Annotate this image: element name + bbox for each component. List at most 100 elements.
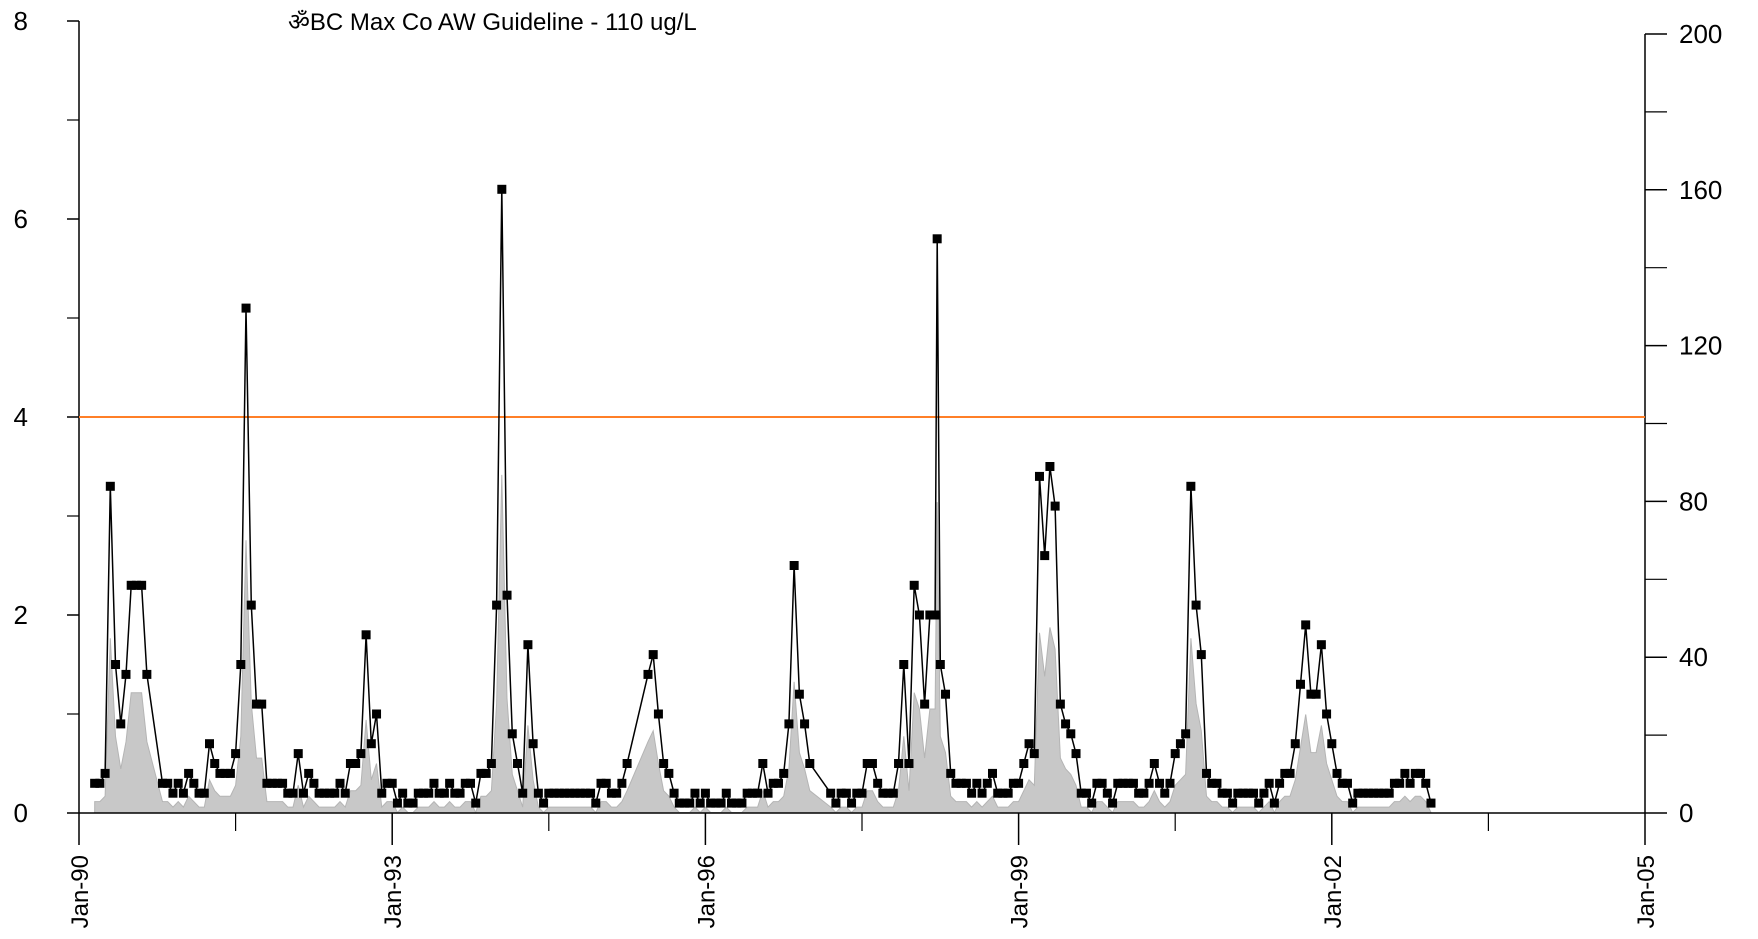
series-marker bbox=[601, 778, 611, 788]
x-tick-label: Jan-90 bbox=[67, 855, 94, 928]
series-marker bbox=[1066, 729, 1076, 739]
series-marker bbox=[1217, 788, 1227, 798]
series-marker bbox=[664, 768, 674, 778]
series-marker bbox=[549, 788, 559, 798]
series-marker bbox=[429, 778, 439, 788]
series-marker bbox=[1295, 679, 1305, 689]
series-marker bbox=[335, 778, 345, 788]
series-marker bbox=[1222, 788, 1232, 798]
series-marker bbox=[1259, 788, 1269, 798]
series-marker bbox=[1040, 551, 1050, 561]
series-marker bbox=[387, 778, 397, 788]
series-marker bbox=[747, 788, 757, 798]
series-marker bbox=[544, 788, 554, 798]
series-marker bbox=[669, 788, 679, 798]
series-marker bbox=[1003, 788, 1013, 798]
series-marker bbox=[372, 709, 382, 719]
series-marker bbox=[142, 669, 152, 679]
series-marker bbox=[680, 798, 690, 808]
series-marker bbox=[1358, 788, 1368, 798]
series-marker bbox=[727, 798, 736, 808]
series-marker bbox=[131, 580, 141, 590]
series-marker bbox=[695, 798, 705, 808]
series-marker bbox=[189, 778, 199, 788]
series-marker bbox=[1275, 778, 1285, 788]
series-marker bbox=[283, 788, 293, 798]
series-marker bbox=[1123, 778, 1133, 788]
series-marker bbox=[319, 788, 329, 798]
series-marker bbox=[413, 788, 423, 798]
series-marker bbox=[1212, 778, 1222, 788]
series-marker bbox=[512, 759, 522, 768]
series-marker bbox=[935, 660, 945, 669]
series-marker bbox=[659, 759, 669, 768]
series-marker bbox=[800, 719, 810, 729]
series-marker bbox=[1238, 788, 1248, 798]
series-marker bbox=[424, 788, 434, 798]
series-marker bbox=[789, 561, 799, 570]
series-marker bbox=[1426, 798, 1436, 808]
series-marker bbox=[460, 778, 470, 788]
series-marker bbox=[533, 788, 543, 798]
series-marker bbox=[836, 788, 846, 798]
series-marker bbox=[586, 788, 596, 798]
series-marker bbox=[1342, 778, 1352, 788]
x-tick-label: Jan-02 bbox=[1320, 855, 1347, 928]
series-marker bbox=[596, 778, 606, 788]
y-right-tick-label: 0 bbox=[1679, 798, 1693, 828]
series-marker bbox=[1228, 798, 1238, 808]
series-marker bbox=[466, 778, 475, 788]
series-marker bbox=[1379, 788, 1389, 798]
series-marker bbox=[1019, 759, 1029, 768]
series-marker bbox=[998, 788, 1008, 798]
x-tick-label: Jan-05 bbox=[1633, 855, 1660, 928]
series-marker bbox=[1369, 788, 1379, 798]
x-tick-label: Jan-99 bbox=[1007, 855, 1034, 928]
series-marker bbox=[518, 788, 528, 798]
series-marker bbox=[100, 768, 110, 778]
concentration-area-shape bbox=[94, 474, 1432, 814]
series-marker bbox=[612, 788, 622, 798]
series-marker bbox=[246, 600, 256, 610]
series-marker bbox=[1170, 749, 1180, 759]
series-marker bbox=[932, 234, 942, 244]
series-marker bbox=[1207, 778, 1217, 788]
series-marker bbox=[591, 798, 601, 808]
series-marker bbox=[1249, 788, 1258, 798]
series-marker bbox=[194, 788, 204, 798]
series-marker bbox=[711, 798, 721, 808]
series-marker bbox=[1102, 788, 1112, 798]
series-marker bbox=[951, 778, 961, 788]
series-marker bbox=[831, 798, 841, 808]
series-marker bbox=[794, 689, 804, 699]
series-marker bbox=[565, 788, 575, 798]
series-marker bbox=[993, 788, 1003, 798]
series-marker bbox=[867, 759, 877, 768]
series-marker bbox=[721, 788, 731, 798]
series-marker bbox=[674, 798, 684, 808]
series-marker bbox=[972, 778, 982, 788]
series-polyline bbox=[94, 189, 1432, 807]
series-marker bbox=[325, 788, 335, 798]
series-marker bbox=[1034, 471, 1044, 481]
series-marker bbox=[1061, 719, 1071, 729]
series-marker bbox=[205, 739, 214, 749]
series-marker bbox=[1087, 798, 1097, 808]
series-marker bbox=[298, 788, 308, 798]
series-marker bbox=[262, 778, 272, 788]
y-left-tick-label: 4 bbox=[14, 402, 28, 432]
series-marker bbox=[920, 699, 930, 709]
series-marker bbox=[210, 759, 220, 768]
series-marker bbox=[1306, 689, 1316, 699]
y-left-tick-label: 6 bbox=[14, 204, 28, 234]
series-marker bbox=[559, 788, 569, 798]
series-marker bbox=[1316, 640, 1326, 650]
x-tick-label: Jan-96 bbox=[693, 855, 720, 928]
series-marker bbox=[899, 660, 909, 669]
series-marker bbox=[220, 768, 230, 778]
series-marker bbox=[314, 788, 324, 798]
series-marker bbox=[497, 184, 507, 194]
series-marker bbox=[502, 590, 512, 600]
series-marker bbox=[1175, 739, 1185, 749]
